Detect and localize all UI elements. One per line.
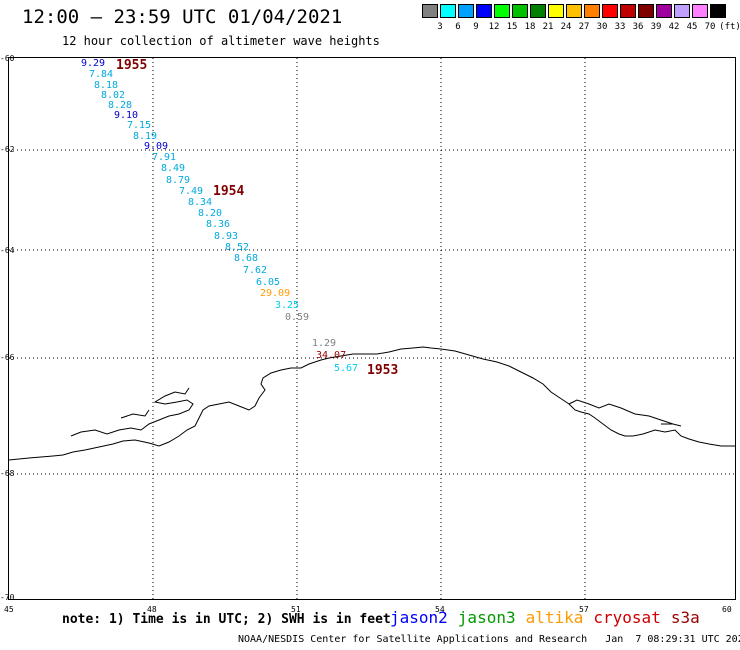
color-swatch — [422, 4, 438, 18]
color-swatch-label: 21 — [542, 22, 554, 32]
wave-height-value: 8.36 — [206, 219, 231, 230]
color-swatch-label: 15 — [506, 22, 518, 32]
satellite-legend-entry: altika — [525, 608, 584, 627]
lon-label: 57 — [579, 605, 589, 614]
lon-label: 48 — [147, 605, 157, 614]
wave-height-value: 8.34 — [188, 197, 213, 208]
satellite-legend-entry: jason3 — [457, 608, 516, 627]
color-swatch — [494, 4, 510, 18]
lat-label: -68 — [0, 469, 15, 478]
wave-height-value: 8.93 — [214, 231, 239, 242]
color-swatch-label: 30 — [596, 22, 608, 32]
map-title: 12:00 – 23:59 UTC 01/04/2021 — [22, 6, 343, 28]
wave-height-value: 8.20 — [198, 208, 223, 219]
color-swatch-label: 18 — [524, 22, 536, 32]
wave-height-value: 9.09 — [144, 141, 169, 152]
antarctic-coastline — [9, 346, 735, 461]
lon-label: 60 — [722, 605, 732, 614]
credit-line: NOAA/NESDIS Center for Satellite Applica… — [238, 634, 740, 645]
color-swatch — [458, 4, 474, 18]
wave-height-value: 7.49 — [179, 186, 204, 197]
color-swatch-label: 42 — [668, 22, 680, 32]
color-swatch — [692, 4, 708, 18]
color-swatch — [602, 4, 618, 18]
wave-height-value: 1.29 — [312, 338, 337, 349]
wave-height-value: 7.15 — [127, 120, 152, 131]
ice-shelf-outline-east — [568, 399, 682, 427]
wave-height-value: 8.02 — [101, 90, 126, 101]
wave-height-value: 8.18 — [94, 80, 119, 91]
color-swatch — [440, 4, 456, 18]
color-swatch — [674, 4, 690, 18]
color-swatch — [512, 4, 528, 18]
color-swatch — [638, 4, 654, 18]
color-swatch — [656, 4, 672, 18]
wave-height-value: 6.05 — [256, 277, 281, 288]
lon-label: 51 — [291, 605, 301, 614]
wave-height-value: 34.07 — [316, 350, 347, 361]
color-swatch-label: 24 — [560, 22, 572, 32]
color-swatch-label: 9 — [473, 22, 479, 32]
pass-time-label: 1954 — [213, 184, 245, 199]
wave-height-value: 29.09 — [260, 288, 291, 299]
pass-time-label: 1953 — [367, 363, 399, 378]
color-swatch — [710, 4, 726, 18]
satellite-legend: jason2 jason3 altika cryosat s3a — [390, 608, 710, 627]
wave-height-value: 3.25 — [275, 300, 300, 311]
map-subtitle: 12 hour collection of altimeter wave hei… — [62, 34, 380, 48]
lon-label: 45 — [4, 605, 14, 614]
wave-height-value: 8.49 — [161, 163, 186, 174]
color-swatch-label: 39 — [650, 22, 662, 32]
map-canvas — [9, 58, 735, 599]
wave-height-value: 7.62 — [243, 265, 268, 276]
color-swatch-label: 12 — [488, 22, 500, 32]
color-swatch-label: 70 — [704, 22, 716, 32]
wave-height-value: 8.68 — [234, 253, 259, 264]
color-swatch — [620, 4, 636, 18]
color-swatch-label: 36 — [632, 22, 644, 32]
footnote: note: 1) Time is in UTC; 2) SWH is in fe… — [62, 612, 391, 627]
lat-label: -64 — [0, 246, 15, 255]
lat-label: -60 — [0, 54, 15, 63]
satellite-legend-entry: s3a — [670, 608, 700, 627]
color-unit-label: (ft) — [719, 22, 740, 32]
pass-time-label: 1955 — [116, 58, 148, 73]
color-swatch — [530, 4, 546, 18]
color-swatch — [548, 4, 564, 18]
map-area: 9.29 7.84 8.18 8.02 8.28 9.10 7.15 8.19 9.09 7.91… — [8, 57, 736, 600]
lat-label: -70 — [0, 593, 15, 602]
color-swatch-label: 33 — [614, 22, 626, 32]
color-swatch-label: 27 — [578, 22, 590, 32]
wave-height-value: 8.52 — [225, 242, 250, 253]
lat-label: -62 — [0, 145, 15, 154]
lon-label: 54 — [435, 605, 445, 614]
wave-height-value: 9.29 — [81, 58, 106, 69]
satellite-legend-entry: jason2 — [390, 608, 448, 627]
ice-shelf-outline — [70, 387, 194, 437]
color-swatch — [584, 4, 600, 18]
lat-label: -66 — [0, 353, 15, 362]
wave-height-value: 5.67 — [334, 363, 359, 374]
color-swatch-label: 6 — [455, 22, 461, 32]
wave-height-value: 9.10 — [114, 110, 139, 121]
color-swatch-label: 3 — [437, 22, 443, 32]
satellite-legend-entry: cryosat — [593, 608, 661, 627]
wave-height-value: 8.79 — [166, 175, 191, 186]
wave-height-value: 7.84 — [89, 69, 114, 80]
wave-height-value: 8.28 — [108, 100, 133, 111]
wave-height-value: 8.19 — [133, 131, 158, 142]
color-swatch — [566, 4, 582, 18]
grid-lines — [9, 58, 735, 599]
wave-height-value: 7.91 — [152, 152, 177, 163]
color-swatch — [476, 4, 492, 18]
wave-height-value: 0.59 — [285, 312, 310, 323]
color-swatch-label: 45 — [686, 22, 698, 32]
